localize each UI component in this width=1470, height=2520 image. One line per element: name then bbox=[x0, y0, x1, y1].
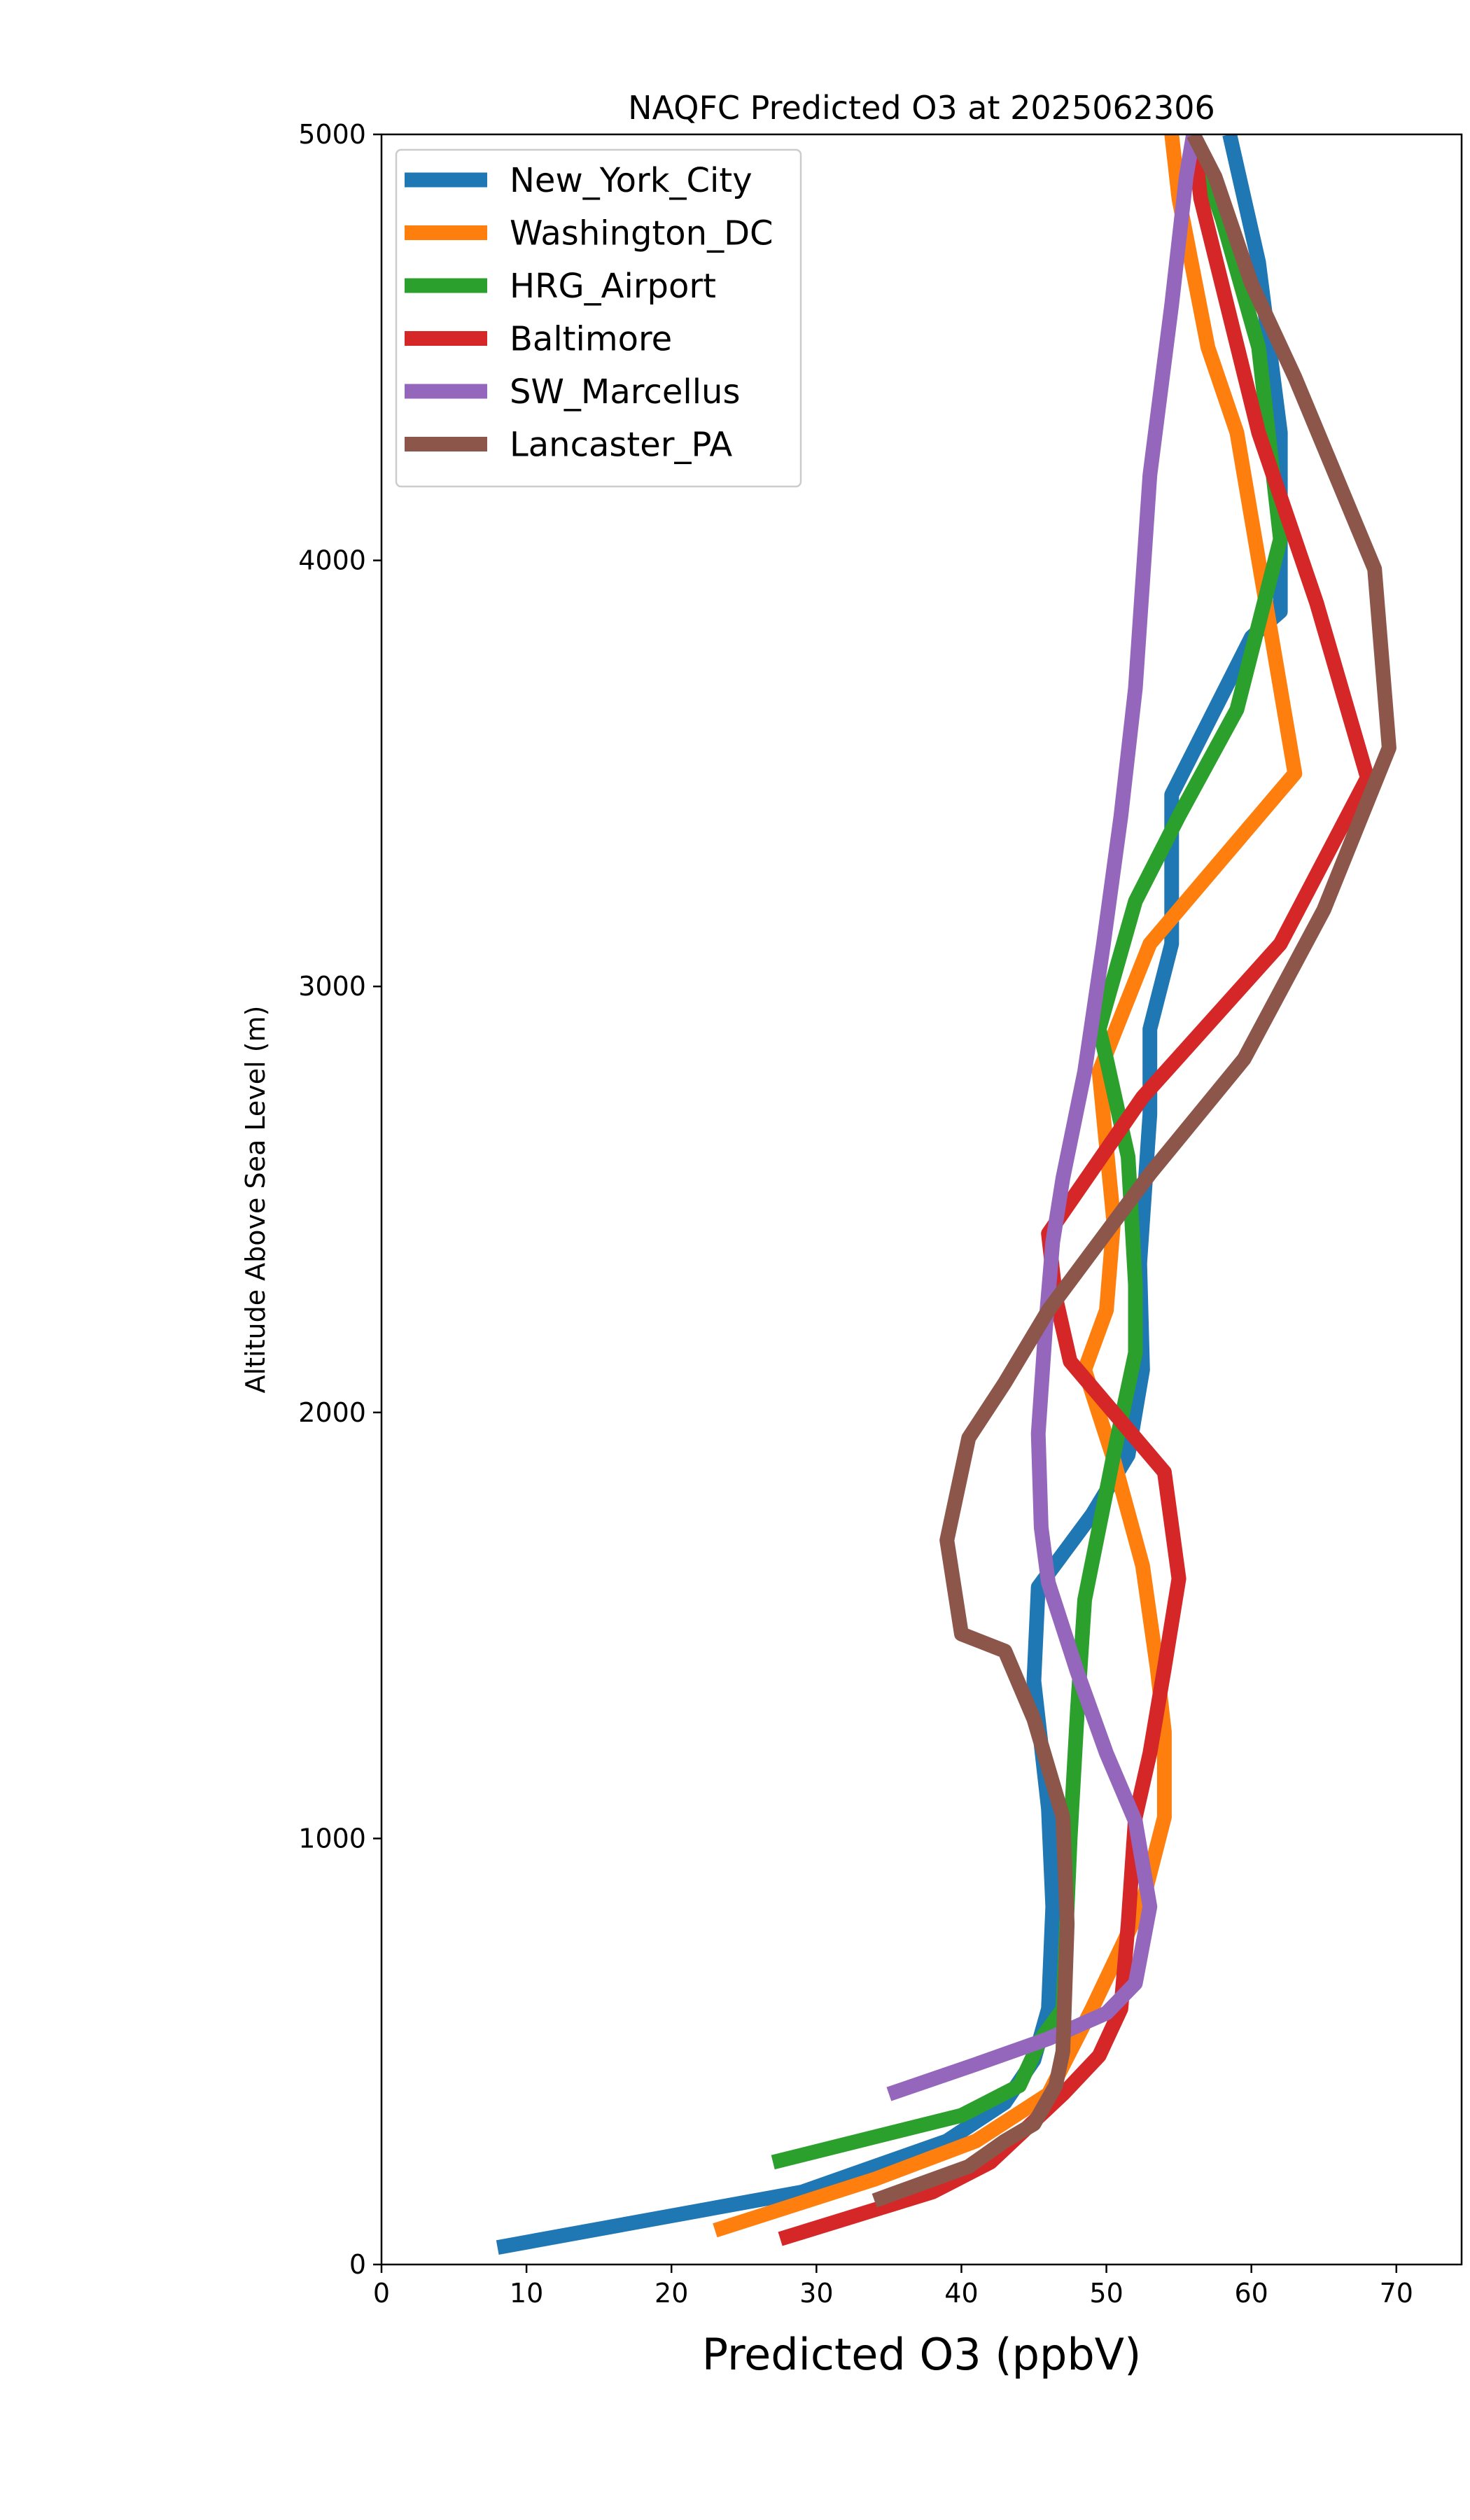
plot-frame bbox=[380, 133, 1463, 2266]
x-tick-label: 70 bbox=[1380, 2278, 1413, 2309]
y-tick-label: 0 bbox=[349, 2249, 366, 2280]
y-tick-label: 5000 bbox=[298, 119, 366, 150]
legend-label-New_York_City: New_York_City bbox=[510, 161, 752, 200]
x-tick-label: 50 bbox=[1089, 2278, 1123, 2309]
legend-label-SW_Marcellus: SW_Marcellus bbox=[510, 372, 740, 412]
series-line-Lancaster_PA bbox=[872, 134, 1396, 2208]
x-tick-label: 20 bbox=[654, 2278, 688, 2309]
series-line-SW_Marcellus bbox=[886, 134, 1201, 2101]
legend-label-Lancaster_PA: Lancaster_PA bbox=[510, 426, 732, 465]
series-line-HRG_Airport bbox=[771, 134, 1288, 2170]
x-axis-label: Predicted O3 (ppbV) bbox=[702, 2329, 1142, 2380]
y-tick-label: 2000 bbox=[298, 1397, 366, 1428]
y-tick-label: 3000 bbox=[298, 971, 366, 1002]
y-tick-label: 1000 bbox=[298, 1823, 366, 1854]
axis-layer: 0 10 20 30 40 50 60 70 0 1000 2000 3000 4000 5000 bbox=[298, 119, 1463, 2309]
y-axis-label: Altitude Above Sea Level (m) bbox=[240, 1006, 271, 1394]
legend: New_York_City Washington_DC HRG_Airport Bal… bbox=[395, 148, 802, 488]
series-layer bbox=[496, 134, 1396, 2255]
x-tick-label: 40 bbox=[944, 2278, 978, 2309]
x-tick-label: 30 bbox=[799, 2278, 833, 2309]
legend-label-HRG_Airport: HRG_Airport bbox=[510, 267, 716, 306]
x-tick-label: 0 bbox=[373, 2278, 390, 2309]
legend-label-Baltimore: Baltimore bbox=[510, 320, 672, 359]
legend-frame bbox=[395, 148, 802, 488]
y-tick-label: 4000 bbox=[298, 545, 366, 576]
legend-label-Washington_DC: Washington_DC bbox=[510, 214, 774, 253]
x-tick-label: 60 bbox=[1235, 2278, 1268, 2309]
x-tick-label: 10 bbox=[510, 2278, 543, 2309]
chart-title: NAQFC Predicted O3 at 2025062306 bbox=[628, 89, 1215, 127]
series-line-Baltimore bbox=[778, 134, 1375, 2246]
